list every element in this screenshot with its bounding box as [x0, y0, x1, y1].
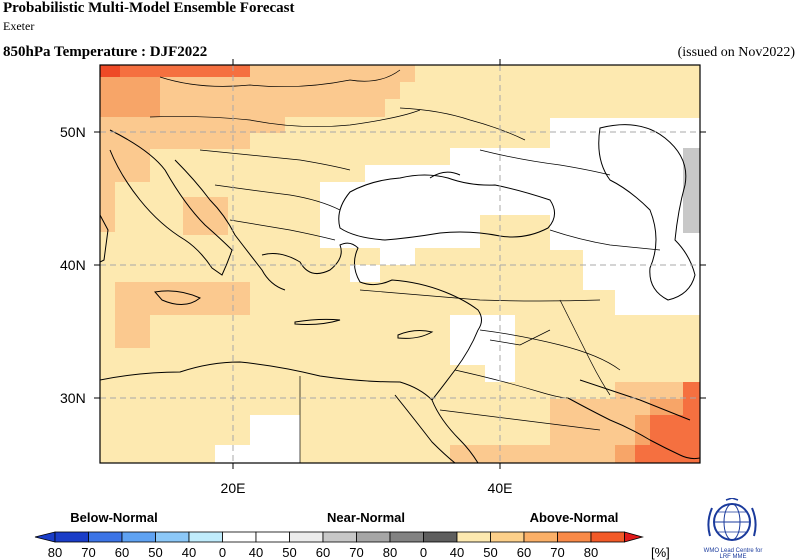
- colorbar-right-arrow: [624, 531, 644, 543]
- map-frame: [99, 64, 701, 464]
- no-signal-areas: [215, 118, 700, 463]
- colorbar-tick-label: 70: [550, 545, 565, 560]
- colorbar-tick-label: 80: [47, 545, 63, 560]
- colorbar-cell: [557, 531, 592, 543]
- colorbar-cell: [188, 531, 223, 543]
- colorbar-cell: [222, 531, 257, 543]
- legend-unit: [%]: [651, 545, 670, 560]
- colorbar-tick-label: 40: [181, 545, 197, 560]
- axis-ticks: [94, 59, 706, 469]
- colorbar-cell: [423, 531, 458, 543]
- map-subtitle: Exeter: [3, 19, 35, 33]
- legend-below-normal: Below-Normal: [70, 510, 158, 525]
- colorbar-cell: [490, 531, 525, 543]
- gridlines: [100, 65, 700, 463]
- legend-near-normal: Near-Normal: [326, 510, 406, 525]
- coastlines: [100, 124, 700, 463]
- colorbar-tick-label: 0: [218, 545, 227, 560]
- map-title: Probabilistic Multi-Model Ensemble Forec…: [3, 0, 295, 16]
- legend-colorbar: [34, 531, 644, 543]
- colorbar-cell: [523, 531, 558, 543]
- colorbar-tick-label: 70: [349, 545, 364, 560]
- colorbar-tick-label: 0: [419, 545, 428, 560]
- colorbar-tick-label: 60: [114, 545, 130, 560]
- above-normal-70-areas: [100, 65, 700, 463]
- colorbar-tick-label: 50: [483, 545, 498, 560]
- colorbar-tick-label: 40: [449, 545, 465, 560]
- colorbar-cell: [88, 531, 123, 543]
- colorbar-tick-label: 80: [583, 545, 599, 560]
- colorbar-tick-label: 80: [382, 545, 398, 560]
- colorbar-cell: [389, 531, 424, 543]
- colorbar-tick-label: 60: [315, 545, 331, 560]
- colorbar-cell: [456, 531, 491, 543]
- country-borders: [149, 69, 661, 463]
- colorbar-cell: [121, 531, 156, 543]
- colorbar-tick-label: 70: [81, 545, 96, 560]
- colorbar-cell: [54, 531, 89, 543]
- lat-label-50n: 50N: [60, 124, 86, 140]
- colorbar-cell: [356, 531, 391, 543]
- wmo-logo-icon: [707, 498, 757, 541]
- logo-caption: WMO Lead Centre for LRF MME: [688, 548, 778, 560]
- colorbar-cell: [155, 531, 190, 543]
- colorbar-tick-label: 60: [516, 545, 532, 560]
- colorbar-cell: [322, 531, 357, 543]
- colorbar-tick-label: 40: [248, 545, 264, 560]
- near-normal-area: [683, 148, 700, 233]
- logo-caption-line1: WMO Lead Centre for: [703, 548, 763, 554]
- above-normal-80-area: [100, 65, 120, 77]
- lon-label-40e: 40E: [487, 480, 513, 496]
- colorbar-tick-label: 50: [148, 545, 163, 560]
- colorbar-cell: [289, 531, 324, 543]
- legend-above-normal: Above-Normal: [529, 510, 619, 525]
- colorbar-cell: [255, 531, 290, 543]
- lat-label-40n: 40N: [60, 257, 86, 273]
- colorbar-cell: [590, 531, 625, 543]
- issued-date: (issued on Nov2022): [677, 45, 795, 60]
- logo-caption-line2: LRF MME: [719, 554, 747, 560]
- lon-label-20e: 20E: [220, 480, 246, 496]
- lat-label-30n: 30N: [60, 390, 86, 406]
- colorbar-tick-label: 50: [282, 545, 297, 560]
- variable-title: 850hPa Temperature : DJF2022: [3, 44, 208, 60]
- colorbar-left-arrow: [34, 531, 56, 543]
